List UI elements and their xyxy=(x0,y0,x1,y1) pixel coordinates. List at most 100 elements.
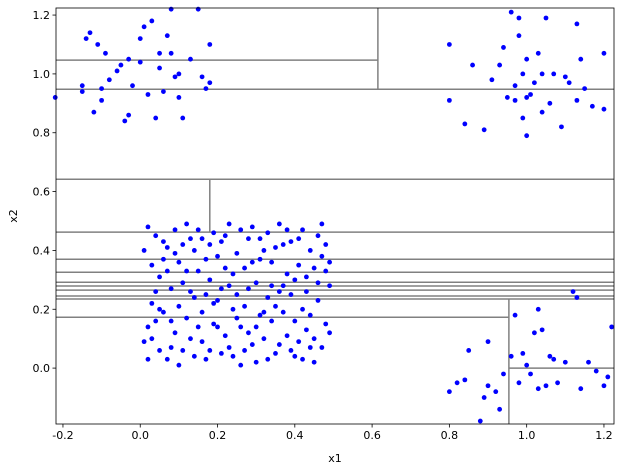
point xyxy=(234,315,240,321)
point xyxy=(230,271,236,277)
point xyxy=(261,248,267,253)
point xyxy=(168,318,174,324)
point xyxy=(273,350,278,356)
point xyxy=(172,250,178,256)
point xyxy=(319,345,325,350)
x-tick-label: -0.2 xyxy=(52,429,73,442)
x-axis-label: x1 xyxy=(328,452,342,465)
point xyxy=(184,221,190,227)
point xyxy=(562,74,568,80)
point xyxy=(539,327,545,333)
point xyxy=(164,268,170,274)
point xyxy=(481,395,487,400)
point xyxy=(296,236,302,242)
point xyxy=(257,256,263,262)
point xyxy=(149,262,155,268)
point xyxy=(531,80,537,86)
point xyxy=(296,339,302,345)
point xyxy=(161,239,166,244)
point xyxy=(249,342,255,347)
point xyxy=(141,24,147,30)
point xyxy=(149,336,155,342)
point xyxy=(176,71,182,77)
point xyxy=(319,253,325,259)
point xyxy=(307,312,313,318)
point xyxy=(246,330,251,336)
point xyxy=(238,227,244,233)
point xyxy=(528,371,533,377)
point xyxy=(137,36,143,41)
point xyxy=(114,68,120,74)
point xyxy=(157,50,162,56)
point xyxy=(508,353,514,359)
point xyxy=(222,233,228,239)
point xyxy=(164,245,170,250)
point xyxy=(493,389,499,395)
point xyxy=(180,348,186,353)
point xyxy=(520,71,526,77)
point xyxy=(547,100,553,106)
point xyxy=(161,309,166,315)
point xyxy=(172,74,178,80)
point xyxy=(191,295,197,300)
point xyxy=(566,80,572,86)
point xyxy=(574,97,580,103)
point xyxy=(578,56,584,62)
point xyxy=(292,318,298,324)
point xyxy=(215,298,220,303)
point xyxy=(593,368,599,374)
point xyxy=(307,248,313,253)
point xyxy=(168,6,174,12)
point xyxy=(199,339,205,345)
point xyxy=(516,380,522,386)
point xyxy=(253,359,259,365)
point xyxy=(180,115,186,121)
point xyxy=(215,253,220,259)
y-tick-label: 0.2 xyxy=(33,303,51,316)
point xyxy=(249,224,255,230)
point xyxy=(609,324,615,330)
point xyxy=(497,62,503,68)
point xyxy=(207,42,213,47)
point xyxy=(543,15,549,21)
point xyxy=(249,259,255,265)
point xyxy=(512,97,518,103)
point xyxy=(222,265,228,271)
point xyxy=(253,324,259,330)
point xyxy=(153,115,159,121)
point xyxy=(218,239,224,244)
point xyxy=(149,300,155,306)
point xyxy=(199,74,205,80)
point xyxy=(311,265,317,271)
point xyxy=(226,283,232,289)
y-axis-label: x2 xyxy=(7,209,20,223)
point xyxy=(180,280,186,286)
point xyxy=(199,309,205,315)
point xyxy=(91,109,97,115)
point xyxy=(168,50,174,56)
point xyxy=(489,77,495,83)
point xyxy=(195,6,201,12)
point xyxy=(106,77,112,83)
point xyxy=(462,121,468,127)
point xyxy=(164,356,170,362)
point xyxy=(323,321,329,327)
point xyxy=(284,271,290,277)
point xyxy=(516,33,522,39)
point xyxy=(323,268,329,274)
point xyxy=(265,356,271,362)
point xyxy=(176,95,182,100)
point xyxy=(327,283,332,289)
point xyxy=(300,356,305,362)
point xyxy=(284,333,290,339)
point xyxy=(176,303,182,309)
point xyxy=(327,259,332,265)
point xyxy=(296,262,302,268)
point xyxy=(168,286,174,292)
point xyxy=(172,330,178,336)
point xyxy=(539,109,545,115)
point xyxy=(446,97,452,103)
point xyxy=(195,324,201,330)
point xyxy=(246,236,251,242)
point xyxy=(161,89,166,94)
